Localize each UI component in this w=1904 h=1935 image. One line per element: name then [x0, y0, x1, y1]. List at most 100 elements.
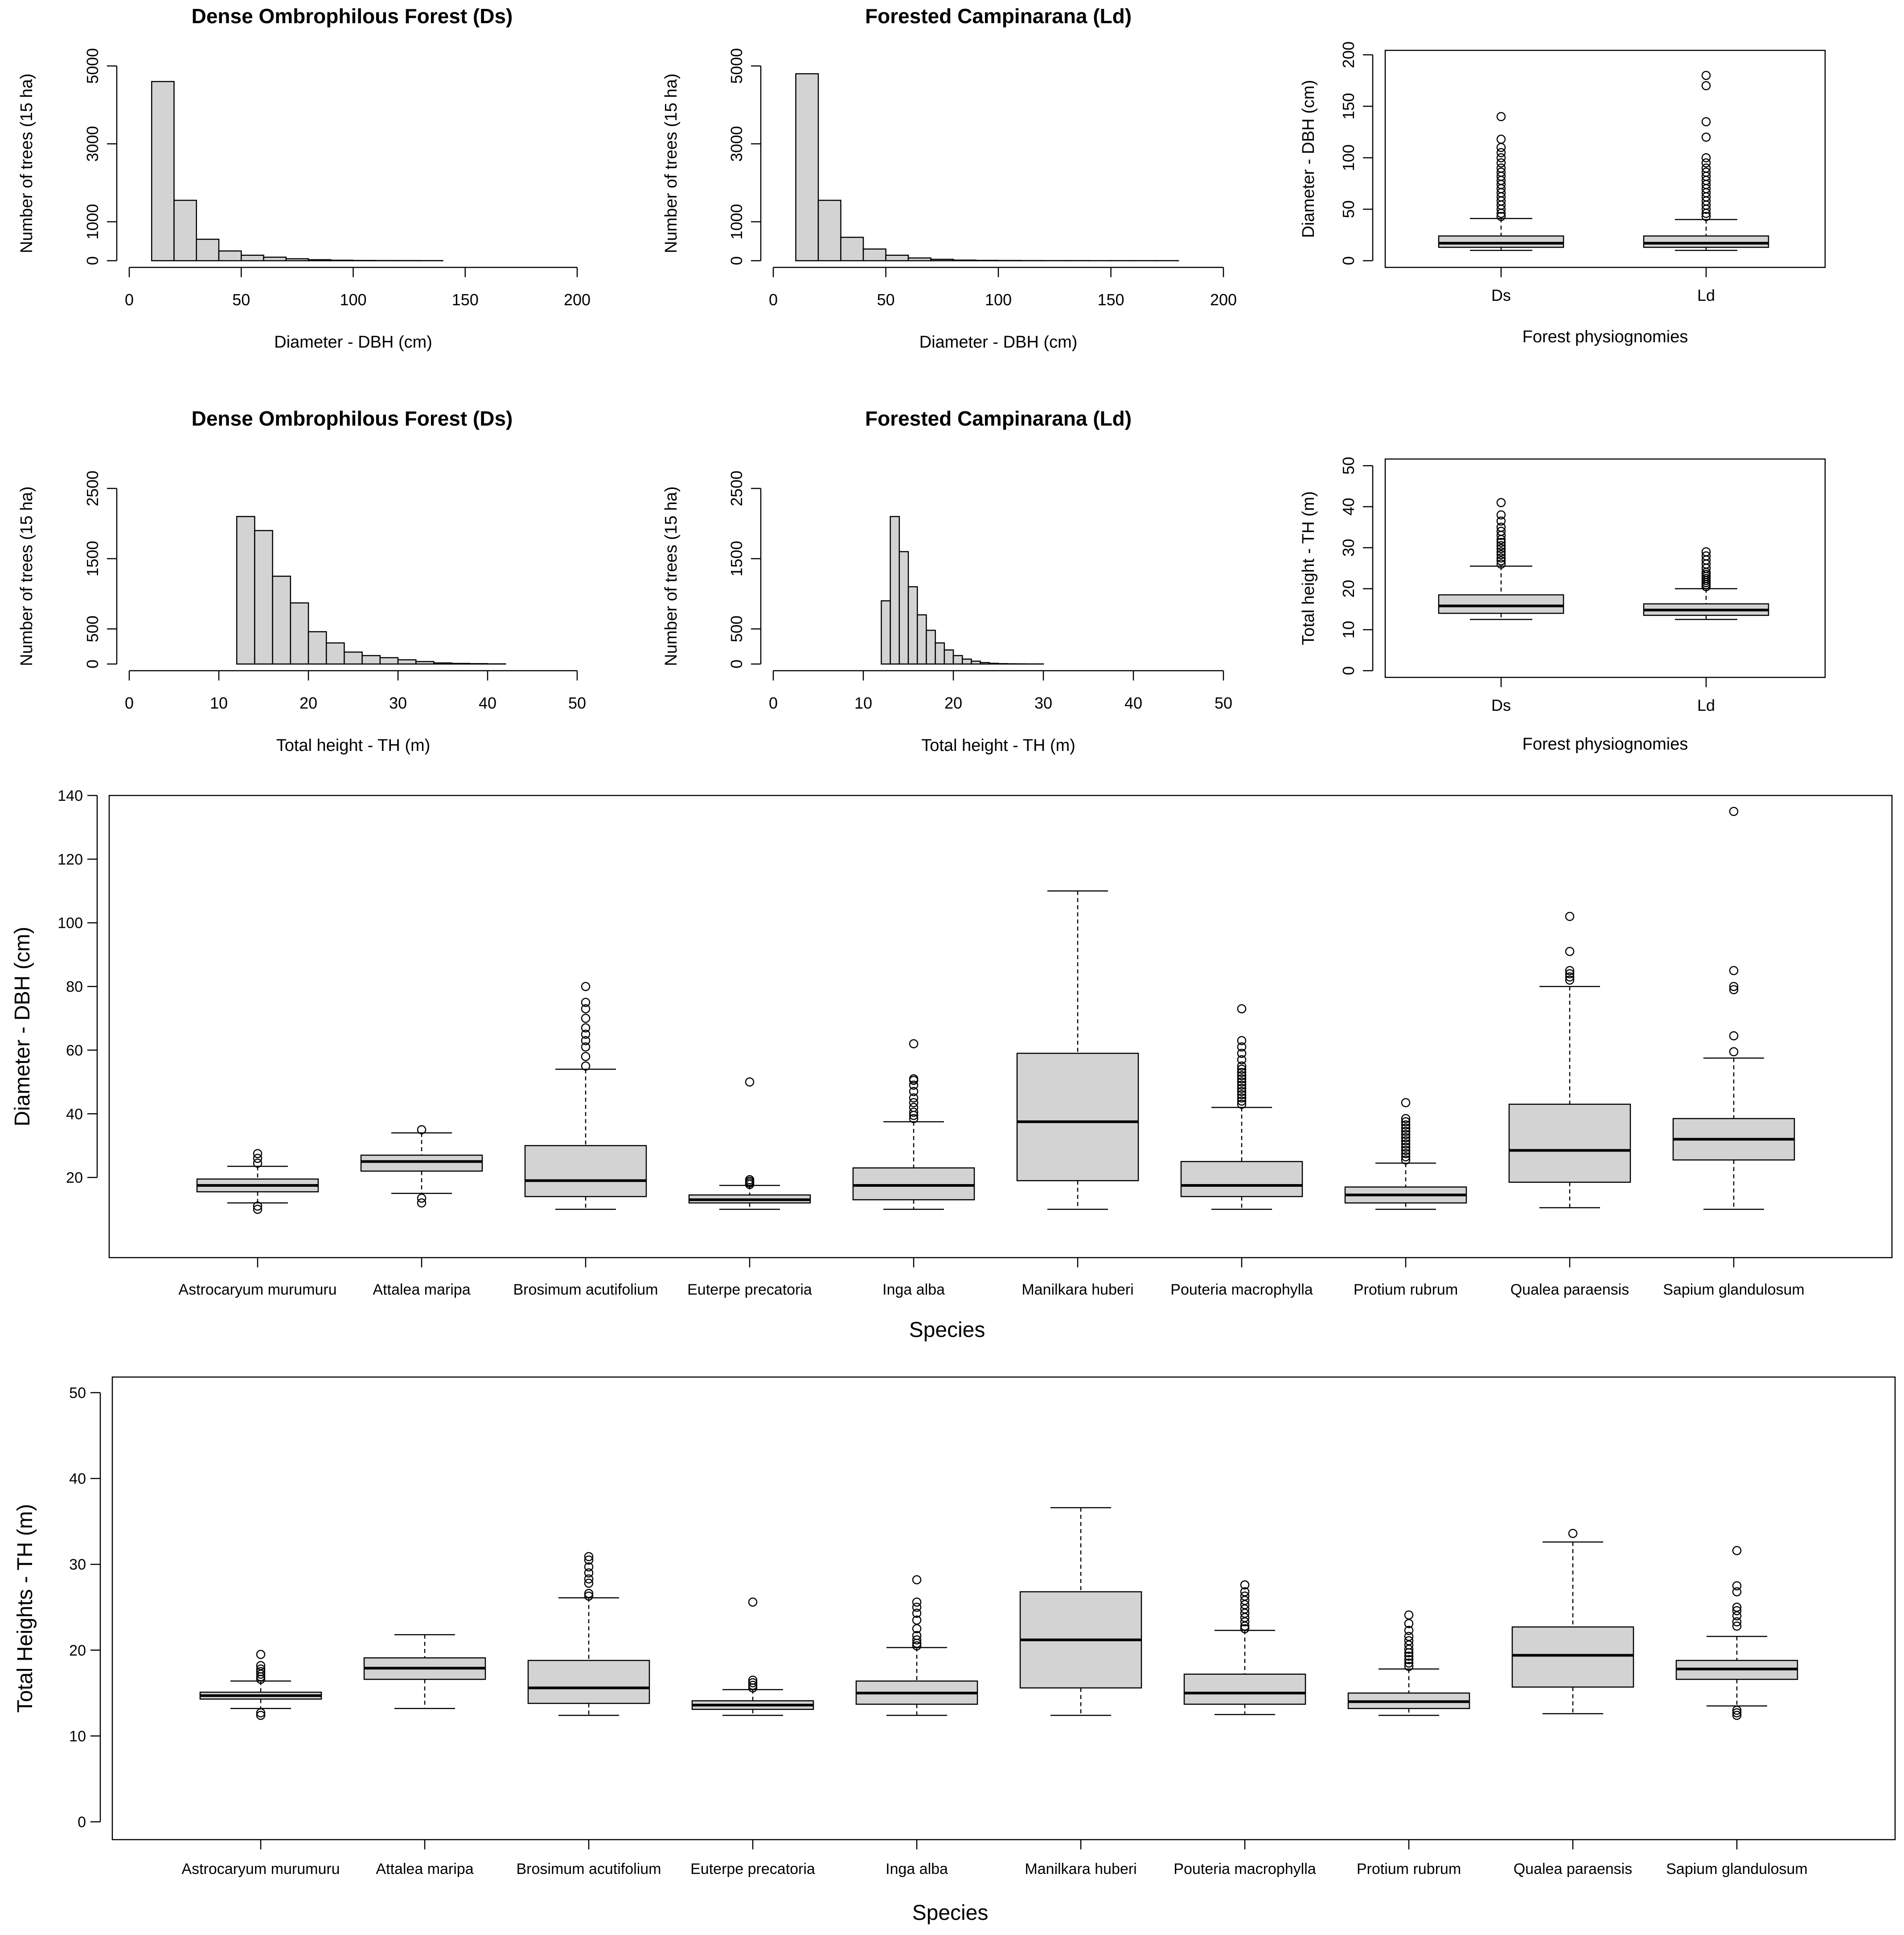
- outlier-point: [1404, 1610, 1414, 1620]
- iqr-box: [1438, 594, 1564, 614]
- box-2: Ld: [1643, 547, 1769, 714]
- outlier-point: [1496, 510, 1506, 520]
- outlier-point: [1496, 143, 1506, 152]
- box-1: Ds: [1438, 112, 1564, 304]
- outlier-point: [1565, 966, 1575, 976]
- histogram-bar: [989, 663, 999, 665]
- outlier-point: [1404, 1626, 1414, 1635]
- category-label: Euterpe precatoria: [687, 1281, 812, 1298]
- box-7: Pouteria macrophylla: [1174, 1580, 1316, 1878]
- box-4: Euterpe precatoria: [687, 1077, 812, 1298]
- outlier-point: [1237, 1080, 1247, 1090]
- outlier-point: [909, 1039, 919, 1049]
- outlier-point: [1404, 1632, 1414, 1641]
- category-label: Astrocaryum murumuru: [178, 1281, 336, 1298]
- outlier-point: [1404, 1652, 1414, 1661]
- y-axis-label: Total height - TH (m): [1299, 491, 1318, 645]
- y-tick-label: 1000: [727, 204, 746, 240]
- outlier-point: [1496, 158, 1506, 168]
- iqr-box: [1511, 1626, 1634, 1688]
- outlier-point: [1401, 1155, 1411, 1165]
- histogram-bar: [944, 649, 954, 665]
- outlier-point: [909, 1093, 919, 1103]
- iqr-box: [1438, 235, 1564, 248]
- outlier-point: [912, 1624, 922, 1633]
- hist_dbh_ds: Dense Ombrophilous Forest (Ds) 0 50 100 150 2…: [17, 4, 591, 352]
- histogram-bar: [980, 662, 990, 665]
- outlier-point: [1496, 212, 1506, 221]
- outlier-point: [1732, 1705, 1742, 1715]
- box-2: Attalea maripa: [363, 1634, 486, 1878]
- category-label: Brosimum acutifolium: [513, 1281, 658, 1298]
- outlier-point: [1237, 1061, 1247, 1071]
- outlier-point: [1729, 807, 1739, 816]
- box-3: Brosimum acutifolium: [513, 982, 658, 1298]
- y-tick-label: 10: [1339, 621, 1358, 639]
- box_dbh_species: Astrocaryum murumuru Attalea maripa Brosim…: [11, 787, 1893, 1342]
- iqr-box: [1183, 1673, 1306, 1705]
- chart-title: Dense Ombrophilous Forest (Ds): [192, 407, 513, 430]
- outlier-point: [584, 1562, 594, 1572]
- outlier-point: [1565, 947, 1575, 956]
- outlier-point: [1496, 553, 1506, 563]
- histogram-bar: [971, 660, 981, 665]
- outlier-point: [1732, 1611, 1742, 1621]
- hist_dbh_ld: Forested Campinarana (Ld) 0 50 100 150 200 0 10…: [662, 4, 1237, 352]
- y-tick-label: 5000: [727, 48, 746, 84]
- outlier-point: [1237, 1071, 1247, 1080]
- outlier-point: [1401, 1136, 1411, 1146]
- y-tick-label: 1000: [83, 204, 102, 240]
- category-label: Qualea paraensis: [1510, 1281, 1629, 1298]
- chart-title: Forested Campinarana (Ld): [865, 4, 1132, 28]
- iqr-box: [1643, 235, 1769, 248]
- y-axis-label: Diameter - DBH (cm): [1299, 80, 1318, 238]
- histogram-bar: [344, 651, 363, 665]
- x-axis-label: Species: [909, 1318, 985, 1342]
- outlier-point: [1496, 550, 1506, 559]
- outlier-point: [1729, 982, 1739, 991]
- chart-title: Dense Ombrophilous Forest (Ds): [192, 4, 513, 28]
- histogram-bar: [308, 259, 332, 262]
- outlier-point: [1401, 1127, 1411, 1136]
- x-tick-label: 150: [1097, 291, 1124, 309]
- histogram-bar: [173, 200, 197, 262]
- outlier-point: [1237, 1065, 1247, 1074]
- y-tick-label: 20: [69, 1642, 86, 1659]
- histogram-bar: [935, 642, 945, 665]
- histogram-bar: [885, 254, 909, 262]
- histogram-bar: [196, 238, 220, 262]
- outlier-point: [1732, 1587, 1742, 1597]
- y-tick-label: 2500: [727, 471, 746, 506]
- outlier-point: [584, 1552, 594, 1562]
- y-tick-label: 50: [1339, 200, 1358, 218]
- x-tick-label: 10: [210, 694, 228, 712]
- y-axis-label: Number of trees (15 ha): [17, 486, 36, 666]
- outlier-point: [1496, 516, 1506, 526]
- outlier-point: [581, 1013, 591, 1023]
- outlier-point: [1729, 1031, 1739, 1041]
- box-6: Manilkara huberi: [1016, 890, 1139, 1298]
- outlier-point: [1404, 1655, 1414, 1664]
- box-8: Protium rubrum: [1347, 1610, 1470, 1878]
- x-tick-label: 20: [300, 694, 317, 712]
- box-5: Inga alba: [852, 1039, 975, 1298]
- y-tick-label: 50: [69, 1385, 86, 1402]
- outlier-point: [253, 1205, 263, 1214]
- category-label: Pouteria macrophylla: [1170, 1281, 1313, 1298]
- outlier-point: [1496, 537, 1506, 547]
- iqr-box: [1180, 1161, 1303, 1197]
- y-tick-label: 0: [83, 660, 102, 668]
- y-tick-label: 0: [83, 256, 102, 265]
- histogram-bar: [952, 655, 963, 665]
- y-tick-label: 1500: [83, 541, 102, 577]
- outlier-point: [1732, 1617, 1742, 1627]
- histogram-bar: [975, 260, 999, 262]
- histogram-bar: [795, 73, 819, 262]
- outlier-point: [1496, 556, 1506, 566]
- outlier-point: [1701, 117, 1711, 127]
- outlier-point: [1404, 1636, 1414, 1645]
- outlier-point: [1732, 1603, 1742, 1612]
- box-4: Euterpe precatoria: [690, 1597, 815, 1878]
- category-label: Ld: [1697, 286, 1715, 304]
- category-label: Qualea paraensis: [1514, 1861, 1633, 1878]
